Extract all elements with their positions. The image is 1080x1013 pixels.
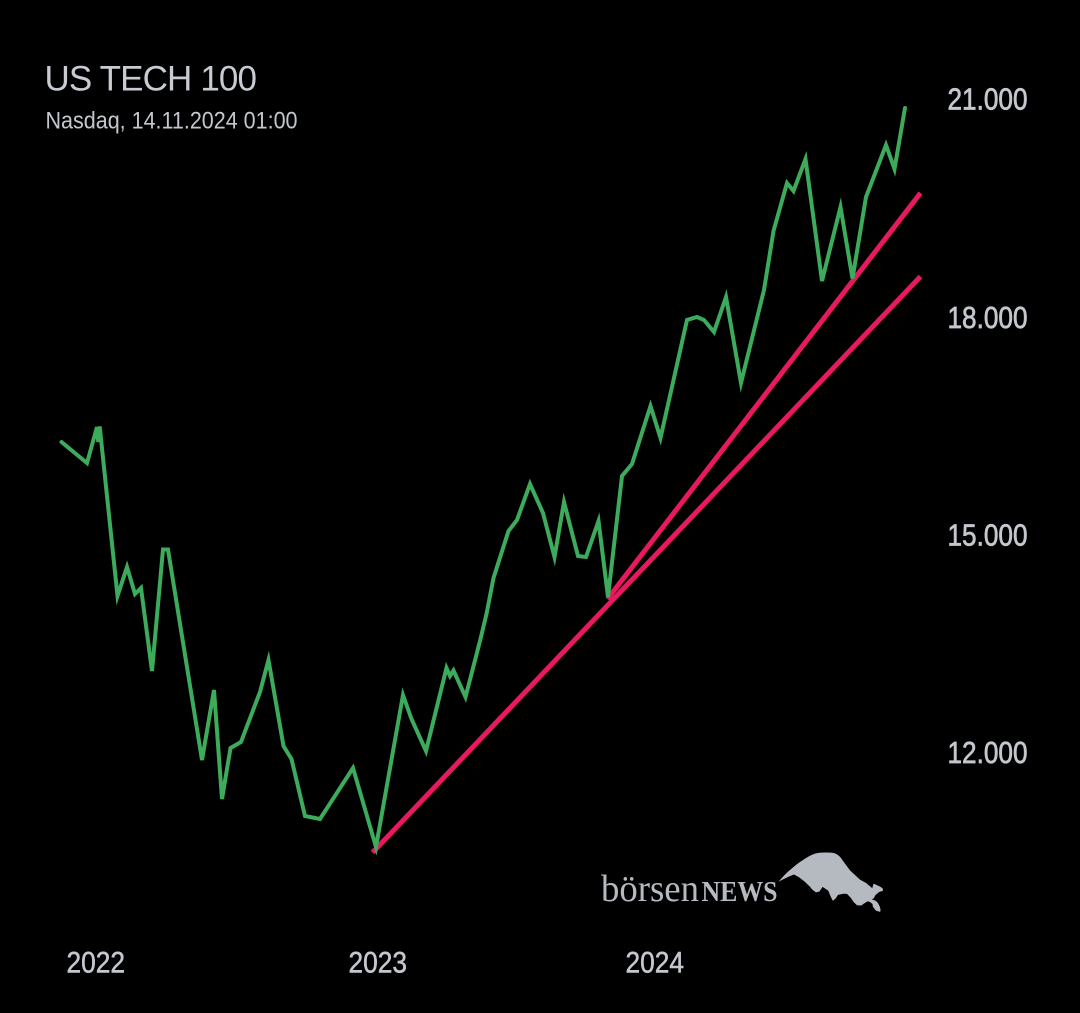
svg-text:12.000: 12.000 [948, 735, 1028, 770]
svg-text:21.000: 21.000 [948, 82, 1028, 117]
svg-text:18.000: 18.000 [948, 300, 1028, 335]
svg-text:NEWS: NEWS [702, 877, 778, 908]
svg-text:Nasdaq, 14.11.2024 01:00: Nasdaq, 14.11.2024 01:00 [46, 107, 298, 134]
svg-text:börsen: börsen [601, 868, 699, 910]
svg-text:15.000: 15.000 [948, 518, 1028, 553]
svg-text:2024: 2024 [626, 946, 685, 979]
svg-text:2023: 2023 [349, 946, 408, 979]
svg-text:US TECH 100: US TECH 100 [45, 60, 258, 99]
svg-text:2022: 2022 [67, 946, 126, 979]
